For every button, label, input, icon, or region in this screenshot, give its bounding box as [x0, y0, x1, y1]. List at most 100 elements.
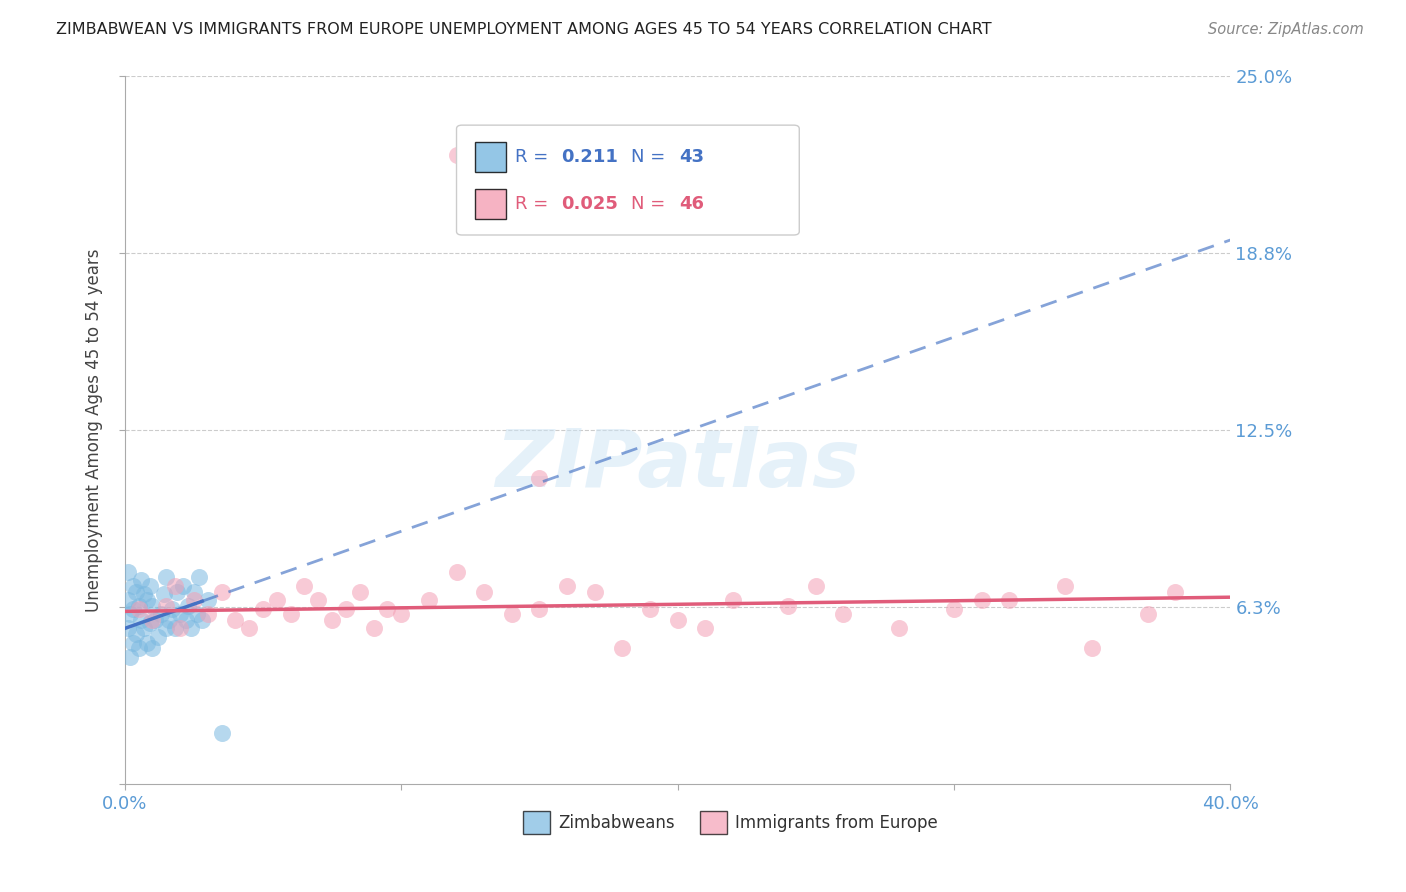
Point — [166, 584, 188, 599]
Point — [638, 601, 661, 615]
Point — [446, 565, 468, 579]
FancyBboxPatch shape — [475, 189, 506, 219]
Point — [418, 593, 440, 607]
Point — [363, 621, 385, 635]
Point — [721, 593, 744, 607]
Point — [695, 621, 717, 635]
Point — [163, 579, 186, 593]
Text: 43: 43 — [679, 148, 704, 166]
Point — [122, 635, 145, 649]
Point — [377, 601, 399, 615]
Point — [1081, 641, 1104, 656]
Point — [1164, 584, 1187, 599]
Point — [125, 627, 148, 641]
Point — [122, 601, 145, 615]
Point — [280, 607, 302, 622]
Point — [778, 599, 800, 613]
Point — [252, 601, 274, 615]
Point — [335, 601, 357, 615]
Point — [943, 601, 966, 615]
Point — [138, 579, 160, 593]
Point — [1136, 607, 1159, 622]
Point — [136, 635, 159, 649]
Point — [183, 584, 205, 599]
Point — [446, 148, 468, 162]
Text: ZIPatlas: ZIPatlas — [495, 426, 860, 504]
Point — [163, 621, 186, 635]
Point — [128, 641, 150, 656]
Point — [149, 607, 172, 622]
Point — [321, 613, 343, 627]
Point — [136, 593, 159, 607]
Point — [141, 613, 163, 627]
Point — [157, 613, 180, 627]
Point — [887, 621, 910, 635]
Point — [307, 593, 329, 607]
Text: Source: ZipAtlas.com: Source: ZipAtlas.com — [1208, 22, 1364, 37]
Point — [266, 593, 288, 607]
Point — [583, 584, 606, 599]
Point — [122, 579, 145, 593]
Point — [188, 570, 211, 584]
Point — [238, 621, 260, 635]
Point — [169, 607, 191, 622]
Point — [804, 579, 827, 593]
Point — [501, 607, 523, 622]
Y-axis label: Unemployment Among Ages 45 to 54 years: Unemployment Among Ages 45 to 54 years — [86, 248, 103, 612]
Point — [998, 593, 1021, 607]
Point — [134, 587, 156, 601]
Point — [152, 587, 174, 601]
Point — [970, 593, 993, 607]
Point — [141, 599, 163, 613]
Point — [177, 599, 200, 613]
Point — [197, 593, 219, 607]
Point — [174, 613, 197, 627]
Point — [141, 641, 163, 656]
Point — [349, 584, 371, 599]
Text: 0.025: 0.025 — [561, 195, 619, 213]
FancyBboxPatch shape — [523, 811, 551, 834]
Point — [180, 621, 202, 635]
Point — [138, 615, 160, 630]
Point — [529, 601, 551, 615]
Point — [211, 584, 233, 599]
Point — [134, 621, 156, 635]
Text: 46: 46 — [679, 195, 704, 213]
Point — [169, 621, 191, 635]
Point — [612, 641, 634, 656]
Point — [1053, 579, 1076, 593]
Text: N =: N = — [631, 148, 671, 166]
Text: Zimbabweans: Zimbabweans — [558, 814, 675, 831]
Point — [155, 621, 177, 635]
Point — [128, 599, 150, 613]
FancyBboxPatch shape — [700, 811, 727, 834]
Point — [117, 593, 139, 607]
Point — [117, 621, 139, 635]
FancyBboxPatch shape — [457, 125, 799, 235]
Text: ZIMBABWEAN VS IMMIGRANTS FROM EUROPE UNEMPLOYMENT AMONG AGES 45 TO 54 YEARS CORR: ZIMBABWEAN VS IMMIGRANTS FROM EUROPE UNE… — [56, 22, 991, 37]
Text: R =: R = — [515, 195, 554, 213]
Point — [211, 726, 233, 740]
Point — [191, 613, 214, 627]
Point — [294, 579, 316, 593]
Point — [125, 584, 148, 599]
Point — [117, 565, 139, 579]
Point — [131, 613, 153, 627]
Point — [666, 613, 689, 627]
Point — [172, 579, 194, 593]
Text: Immigrants from Europe: Immigrants from Europe — [735, 814, 938, 831]
Point — [146, 630, 169, 644]
Point — [555, 579, 578, 593]
Point — [131, 573, 153, 587]
Point — [143, 613, 166, 627]
Point — [224, 613, 246, 627]
Text: 0.211: 0.211 — [561, 148, 619, 166]
Text: R =: R = — [515, 148, 554, 166]
Point — [160, 601, 183, 615]
Point — [389, 607, 412, 622]
Point — [120, 607, 142, 622]
Point — [472, 584, 495, 599]
Point — [155, 570, 177, 584]
Point — [183, 593, 205, 607]
Point — [186, 607, 208, 622]
